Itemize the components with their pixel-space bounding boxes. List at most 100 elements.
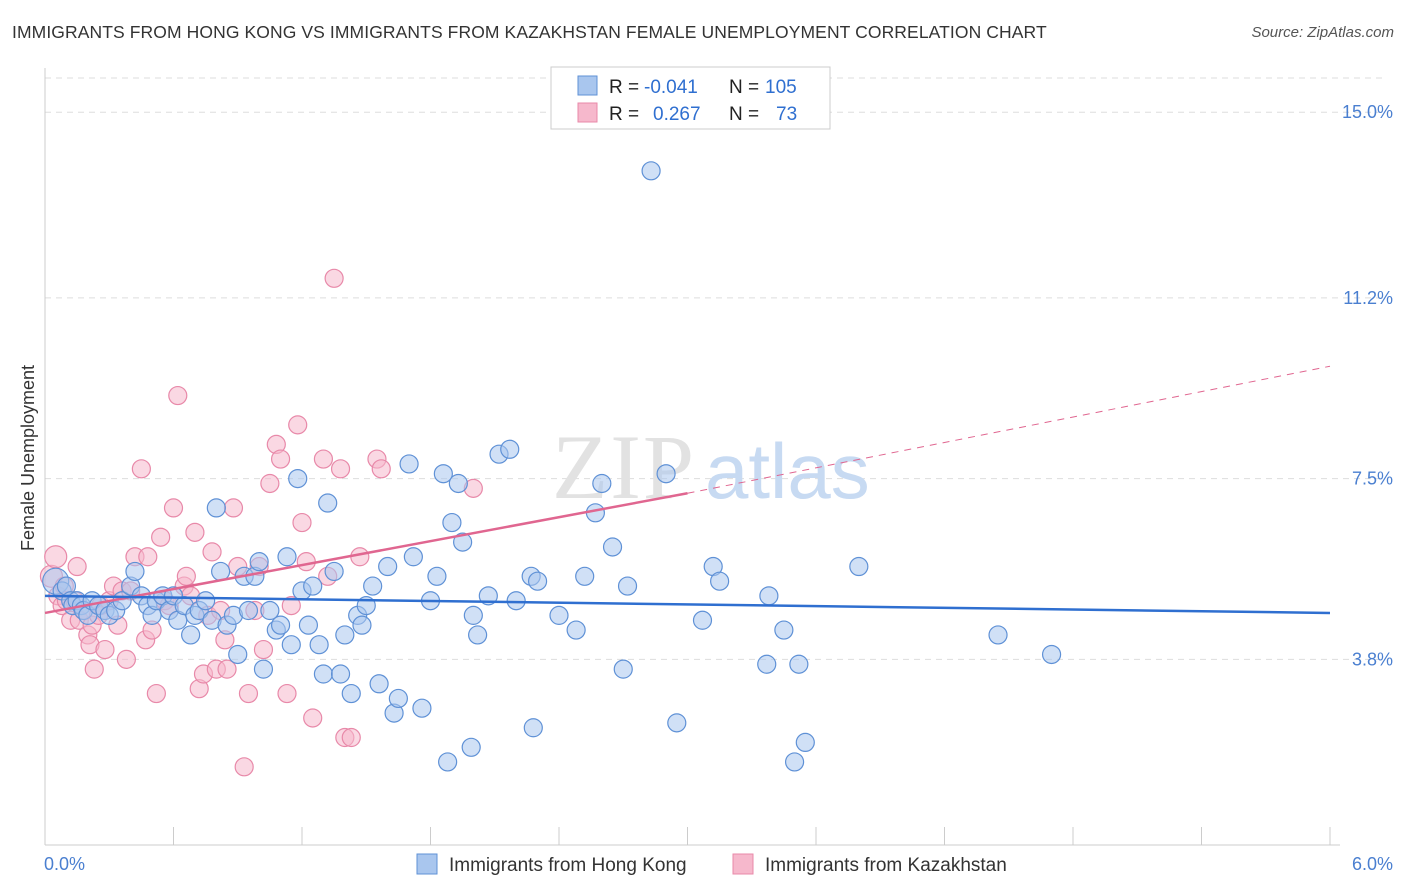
x-axis-ticks: 0.0% 6.0%: [44, 854, 1393, 874]
hong-kong-point: [238, 600, 259, 621]
kazakhstan-point: [253, 639, 274, 660]
kazakhstan-point: [116, 649, 136, 669]
hong-kong-point: [330, 664, 351, 684]
kazakhstan-point: [95, 639, 115, 660]
kazakhstan-point: [324, 268, 344, 288]
kazakhstan-point: [341, 727, 361, 748]
hong-kong-point: [181, 625, 201, 645]
hong-kong-point: [453, 532, 473, 552]
kazakhstan-point: [223, 498, 244, 518]
hong-kong-point: [988, 625, 1008, 645]
kazakhstan-point: [303, 708, 323, 728]
hong-kong-point: [602, 537, 623, 557]
axes: [44, 68, 1340, 846]
kazakhstan-point: [292, 512, 312, 533]
hong-kong-trend-line: [44, 594, 1331, 615]
hong-kong-point: [303, 576, 323, 596]
hong-kong-point: [757, 654, 777, 674]
hong-kong-point: [463, 605, 483, 625]
hong-kong-point: [617, 576, 638, 596]
kazakhstan-point: [163, 498, 184, 518]
kazakhstan-point: [270, 449, 291, 469]
kazakhstan-point: [330, 459, 351, 479]
hong-kong-point: [369, 674, 389, 694]
kazakhstan-trend-extension: [687, 365, 1331, 494]
legend-n-value-hong-kong: 105: [765, 77, 797, 98]
kazakhstan-point: [371, 459, 391, 479]
kazakhstan-point: [202, 542, 222, 562]
legend-r-value-kazakhstan: 0.267: [653, 104, 701, 125]
hong-kong-point: [335, 625, 355, 645]
hong-kong-point: [784, 752, 805, 772]
hong-kong-point: [228, 644, 248, 665]
legend-r-label-hong-kong: R =: [609, 77, 639, 98]
kazakhstan-point: [238, 683, 259, 704]
kazakhstan-point: [277, 683, 297, 704]
bottom-legend-swatch-kazakhstan: [732, 853, 754, 875]
hong-kong-point: [427, 566, 447, 586]
hong-kong-point: [253, 659, 274, 679]
hong-kong-point: [281, 635, 301, 655]
kazakhstan-point: [84, 659, 104, 679]
y-axis-ticks: 3.8% 7.5% 11.2% 15.0%: [1342, 102, 1393, 669]
kazakhstan-point: [350, 547, 370, 567]
hong-kong-point: [125, 561, 145, 582]
legend-swatch-kazakhstan: [577, 102, 598, 123]
kazakhstan-point: [168, 385, 188, 406]
kazakhstan-point: [288, 415, 308, 435]
hong-kong-point: [849, 556, 869, 577]
kazakhstan-point: [296, 552, 316, 572]
bottom-legend-label-kazakhstan: Immigrants from Kazakhstan: [765, 855, 1007, 876]
hong-kong-point: [270, 615, 291, 635]
hong-kong-point: [442, 512, 462, 533]
legend-n-label-hong-kong: N =: [729, 77, 759, 98]
kazakhstan-point: [234, 757, 254, 777]
hong-kong-point: [399, 454, 419, 474]
hong-kong-points: [42, 161, 1062, 772]
hong-kong-point: [277, 547, 297, 567]
hong-kong-point: [412, 698, 432, 718]
hong-kong-point: [692, 610, 713, 630]
kazakhstan-point: [146, 683, 166, 704]
hong-kong-point: [506, 591, 526, 611]
x-tick-label-1: 6.0%: [1352, 854, 1393, 874]
hong-kong-point: [1041, 644, 1062, 665]
hong-kong-point: [196, 591, 216, 611]
hong-kong-point: [759, 586, 779, 606]
hong-kong-point: [592, 473, 612, 494]
hong-kong-point: [403, 547, 423, 567]
hong-kong-point: [789, 654, 809, 674]
kazakhstan-point: [151, 527, 171, 547]
hong-kong-point: [433, 464, 453, 484]
kazakhstan-point: [44, 545, 68, 569]
y-axis-label: Female Unemployment: [18, 365, 38, 551]
kazakhstan-point: [260, 473, 280, 494]
kazakhstan-point: [313, 449, 334, 469]
hong-kong-point: [438, 752, 458, 772]
kazakhstan-point: [67, 556, 87, 577]
hong-kong-point: [527, 571, 548, 591]
hong-kong-point: [206, 498, 226, 518]
hong-kong-point: [566, 620, 586, 640]
hong-kong-point: [211, 561, 231, 582]
hong-kong-point: [656, 464, 676, 484]
correlation-legend: R = -0.041 N = 105 R = 0.267 N = 73: [550, 66, 831, 130]
hong-kong-point: [288, 468, 308, 489]
watermark: ZIP atlas: [552, 416, 870, 518]
legend-r-value-hong-kong: -0.041: [644, 77, 698, 98]
legend-r-label-kazakhstan: R =: [609, 104, 639, 125]
y-tick-label-2: 11.2%: [1343, 288, 1393, 308]
kazakhstan-point: [176, 566, 196, 586]
kazakhstan-point: [131, 459, 151, 479]
kazakhstan-point: [138, 547, 158, 567]
hong-kong-point: [795, 732, 815, 753]
hong-kong-point: [500, 439, 520, 459]
y-tick-label-0: 3.8%: [1352, 649, 1393, 669]
hong-kong-point: [341, 683, 361, 704]
legend-swatch-hong-kong: [577, 75, 598, 96]
kazakhstan-point: [217, 659, 237, 679]
hong-kong-point: [298, 615, 319, 635]
hong-kong-point: [523, 718, 543, 738]
hong-kong-point: [575, 566, 595, 586]
hong-kong-point: [352, 615, 372, 635]
